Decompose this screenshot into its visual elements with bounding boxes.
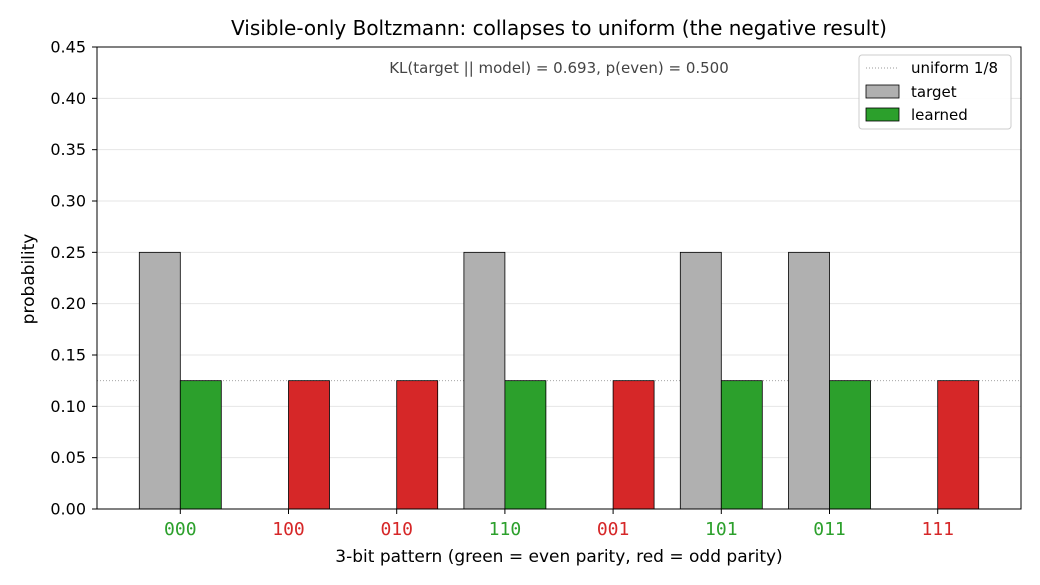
y-tick-label: 0.05 [50,448,86,467]
bar-learned-000 [179,380,222,510]
x-tick-label-001: 001 [597,519,630,540]
legend-swatch-target [865,84,900,99]
y-tick-label: 0.00 [50,500,86,519]
bar-target-110 [463,251,506,510]
x-tick-label-010: 010 [380,519,413,540]
bars [138,251,980,510]
legend-label-learned: learned [911,106,968,124]
x-tick-label-101: 101 [705,519,738,540]
legend-label-uniform: uniform 1/8 [911,59,998,77]
legend-swatch-learned [865,107,900,122]
bar-target-011 [788,251,830,510]
bar-learned-111 [937,380,980,510]
x-axis-label: 3-bit pattern (green = even parity, red … [335,547,782,567]
bar-learned-100 [288,380,330,510]
legend: uniform 1/8 target learned [858,54,1012,130]
bar-learned-001 [612,380,655,510]
y-axis-label: probability [19,234,39,325]
y-tick-label: 0.20 [50,294,86,313]
bar-target-000 [138,251,181,510]
y-tick-label: 0.10 [50,397,86,416]
y-tick-label: 0.35 [50,140,86,159]
x-axis: 000 100 010 110 001 101 011 111 [164,509,954,540]
y-axis: 0.00 0.05 0.10 0.15 0.20 0.25 0.30 0.35 0.40 0.45 [50,38,97,519]
bar-learned-011 [829,380,871,510]
x-tick-label-100: 100 [272,519,305,540]
x-tick-label-110: 110 [489,519,522,540]
bar-target-101 [679,251,722,510]
x-tick-label-111: 111 [921,519,954,540]
legend-label-target: target [911,83,957,101]
bar-learned-110 [504,380,547,510]
y-tick-label: 0.45 [50,38,86,57]
x-tick-label-000: 000 [164,519,197,540]
y-tick-label: 0.40 [50,89,86,108]
bar-learned-010 [396,380,439,510]
y-tick-label: 0.15 [50,346,86,365]
y-tick-label: 0.25 [50,243,86,262]
plot-frame [96,46,1022,510]
y-tick-label: 0.30 [50,192,86,211]
bar-learned-101 [720,380,763,510]
kl-annotation: KL(target || model) = 0.693, p(even) = 0… [389,59,729,77]
chart-title: Visible-only Boltzmann: collapses to uni… [231,16,887,40]
x-tick-label-011: 011 [813,519,846,540]
